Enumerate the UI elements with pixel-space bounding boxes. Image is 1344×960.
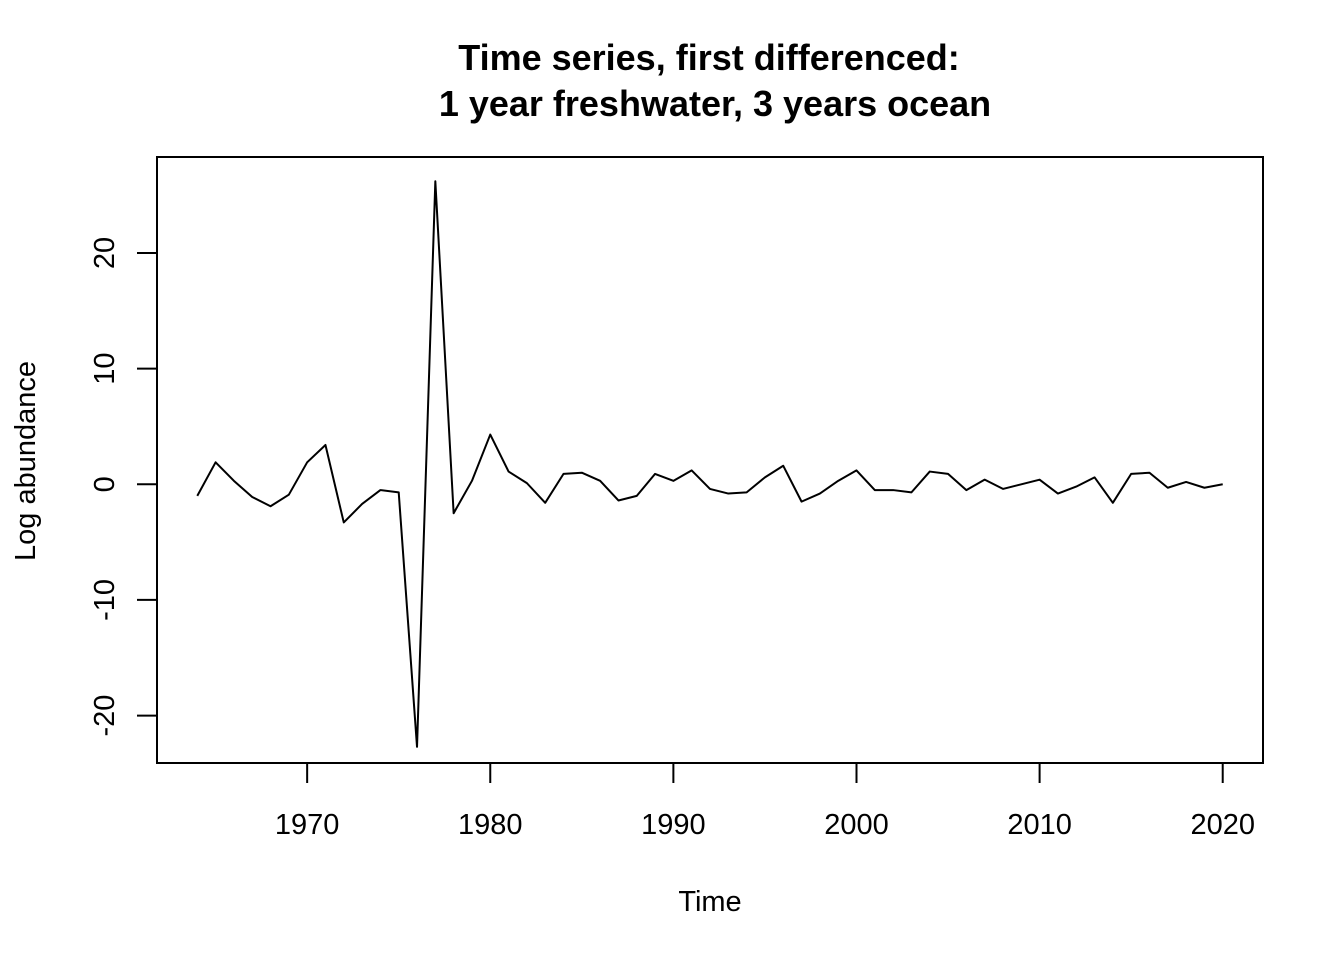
plot-frame xyxy=(156,156,1264,764)
x-tick-label: 1970 xyxy=(275,809,340,841)
y-tick-label: -10 xyxy=(89,579,121,621)
x-tick-label: 1980 xyxy=(458,809,523,841)
x-tick-label: 2000 xyxy=(824,809,889,841)
x-axis-label: Time xyxy=(678,886,741,918)
x-tick-label: 2010 xyxy=(1007,809,1072,841)
y-tick-label: 20 xyxy=(89,237,121,269)
y-axis-label: Log abundance xyxy=(10,361,42,561)
x-tick-label: 2020 xyxy=(1190,809,1255,841)
series-line xyxy=(196,180,1223,748)
x-axis: 1970 1980 1990 2000 2010 2020 xyxy=(275,762,1255,841)
chart-title-line2: 1 year freshwater, 3 years ocean xyxy=(439,83,991,124)
y-tick-label: 10 xyxy=(89,353,121,385)
y-tick-label: -20 xyxy=(89,695,121,737)
chart-title-line1: Time series, first differenced: xyxy=(458,37,960,78)
x-tick-label: 1990 xyxy=(641,809,706,841)
y-axis: -20 -10 0 10 20 xyxy=(89,237,158,737)
y-tick-label: 0 xyxy=(89,476,121,492)
